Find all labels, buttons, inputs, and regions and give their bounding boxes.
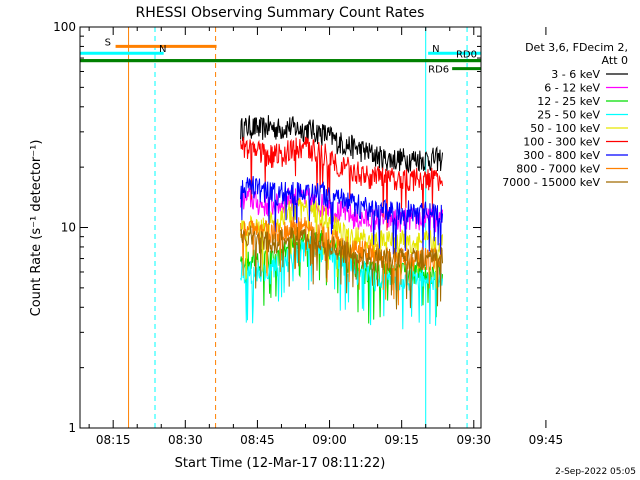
series-line-0: [240, 115, 443, 174]
x-axis-label: Start Time (12-Mar-17 08:11:22): [175, 456, 386, 471]
flag-bars: S N N RD0 RD6: [80, 37, 481, 76]
y-tick-label-2: 100: [53, 20, 76, 34]
flag-label-0: S: [105, 37, 111, 48]
legend-header-line-1: Det 3,6, FDecim 2,: [525, 41, 628, 54]
x-tick-label-4: 09:15: [384, 433, 419, 447]
series-line-5: [240, 136, 443, 231]
legend-label-0: 3 - 6 keV: [551, 68, 600, 81]
flag-label-4: RD0: [456, 50, 477, 61]
flag-label-5: RD6: [428, 65, 449, 76]
series-line-6: [240, 176, 443, 261]
legend-label-5: 100 - 300 keV: [523, 136, 600, 149]
legend-header-line-2: Att 0: [602, 54, 628, 67]
chart-title: RHESSI Observing Summary Count Rates: [136, 5, 425, 21]
legend-label-7: 800 - 7000 keV: [516, 163, 600, 176]
legend-label-2: 12 - 25 keV: [537, 95, 600, 108]
flag-label-2: N: [432, 44, 439, 55]
legend-label-6: 300 - 800 keV: [523, 149, 600, 162]
y-axis-label: Count Rate (s⁻¹ detector⁻¹): [29, 140, 44, 317]
legend-label-8: 7000 - 15000 keV: [502, 176, 600, 189]
y-tick-label-1: 10: [61, 221, 76, 235]
x-tick-label-1: 08:30: [168, 433, 203, 447]
series-layer: [240, 115, 443, 330]
x-tick-label-6: 09:45: [529, 433, 564, 447]
x-tick-label-0: 08:15: [96, 433, 131, 447]
x-tick-label-5: 09:30: [456, 433, 491, 447]
generation-timestamp: 2-Sep-2022 05:05: [555, 467, 636, 477]
legend-label-4: 50 - 100 keV: [530, 122, 600, 135]
legend-label-3: 25 - 50 keV: [537, 109, 600, 122]
x-tick-label-2: 08:45: [240, 433, 275, 447]
y-tick-label-0: 1: [68, 421, 76, 435]
y-axis-ticks: 1 10 100: [53, 20, 481, 435]
x-axis-ticks: 08:15 08:30 08:45 09:00 09:15 09:30 09:45: [88, 27, 564, 447]
series-line-8: [240, 225, 443, 310]
flag-label-1: N: [159, 44, 166, 55]
x-tick-label-3: 09:00: [312, 433, 347, 447]
legend-label-1: 6 - 12 keV: [544, 82, 600, 95]
